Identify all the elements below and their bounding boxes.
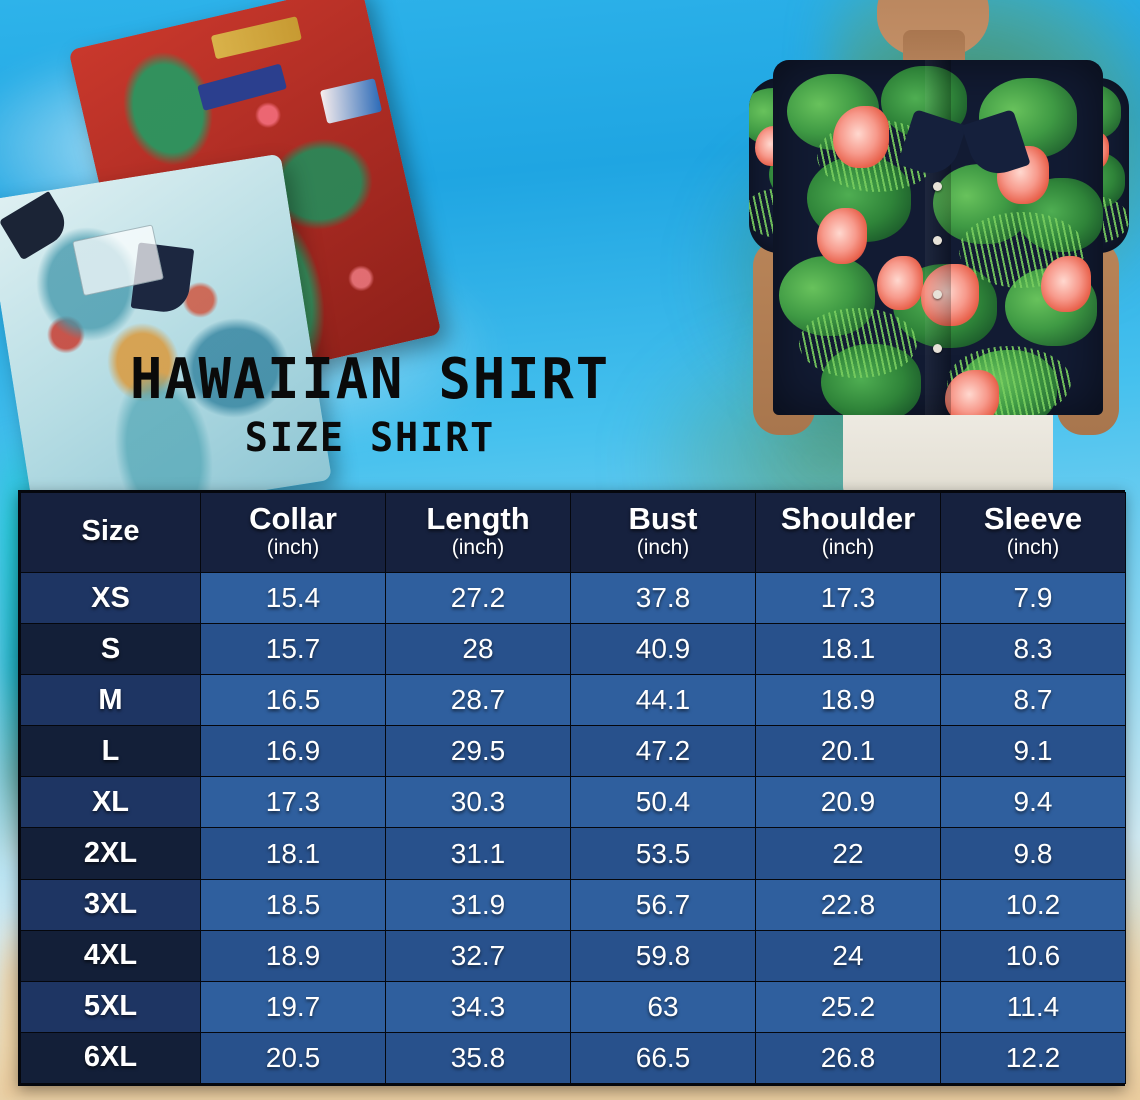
cell-shoulder: 22.8 (755, 878, 941, 931)
cell-bust: 53.5 (570, 827, 756, 880)
folded-blue-hawaiian-shirt (0, 153, 332, 527)
model-photo (735, 0, 1140, 492)
size-chart-table: Size Collar (inch) Length (inch) Bust (i… (18, 490, 1126, 1086)
cell-length: 35.8 (385, 1031, 571, 1085)
cell-size: XL (20, 776, 201, 829)
cell-size: 5XL (20, 980, 201, 1033)
cell-length: 29.5 (385, 725, 571, 778)
cell-sleeve: 10.6 (940, 929, 1126, 982)
column-header-shoulder: Shoulder (inch) (755, 492, 941, 573)
cell-size: 3XL (20, 878, 201, 931)
cell-bust: 56.7 (570, 878, 756, 931)
header-unit-sleeve: (inch) (1006, 536, 1060, 560)
table-row: 5XL 19.7 34.3 63 25.2 11.4 (20, 980, 1126, 1033)
cell-shoulder: 24 (755, 929, 941, 982)
cell-collar: 18.5 (200, 878, 386, 931)
cell-length: 31.1 (385, 827, 571, 880)
cell-length: 30.3 (385, 776, 571, 829)
header-label-collar: Collar (249, 500, 337, 536)
cell-collar: 15.7 (200, 623, 386, 676)
cell-collar: 17.3 (200, 776, 386, 829)
cell-bust: 37.8 (570, 571, 756, 625)
cell-sleeve: 8.3 (940, 623, 1126, 676)
cell-shoulder: 17.3 (755, 571, 941, 625)
header-label-length: Length (426, 500, 530, 536)
header-unit-bust: (inch) (636, 536, 690, 560)
header-unit-length: (inch) (451, 536, 505, 560)
table-row: 6XL 20.5 35.8 66.5 26.8 12.2 (20, 1031, 1126, 1085)
cell-size: L (20, 725, 201, 778)
table-row: S 15.7 28 40.9 18.1 8.3 (20, 623, 1126, 676)
table-row: L 16.9 29.5 47.2 20.1 9.1 (20, 725, 1126, 778)
header-label-size: Size (81, 515, 140, 548)
size-table: Size Collar (inch) Length (inch) Bust (i… (20, 492, 1126, 1085)
cell-length: 28 (385, 623, 571, 676)
header-label-shoulder: Shoulder (780, 500, 916, 536)
blue-shirt-collar (0, 191, 73, 261)
cell-collar: 20.5 (200, 1031, 386, 1085)
shirt-sleeve-logo (319, 78, 383, 124)
navy-flamingo-hawaiian-shirt (773, 60, 1103, 415)
table-row: M 16.5 28.7 44.1 18.9 8.7 (20, 674, 1126, 727)
header-unit-shoulder: (inch) (821, 536, 875, 560)
cell-length: 31.9 (385, 878, 571, 931)
cell-collar: 19.7 (200, 980, 386, 1033)
cell-bust: 47.2 (570, 725, 756, 778)
column-header-bust: Bust (inch) (570, 492, 756, 573)
cell-bust: 66.5 (570, 1031, 756, 1085)
header-label-sleeve: Sleeve (983, 500, 1083, 536)
table-row: 3XL 18.5 31.9 56.7 22.8 10.2 (20, 878, 1126, 931)
cell-bust: 63 (570, 980, 756, 1033)
cell-collar: 18.1 (200, 827, 386, 880)
cell-size: S (20, 623, 201, 676)
table-row: 4XL 18.9 32.7 59.8 24 10.6 (20, 929, 1126, 982)
cell-collar: 16.9 (200, 725, 386, 778)
shirt-brand-label (197, 63, 287, 111)
cell-shoulder: 20.1 (755, 725, 941, 778)
cell-sleeve: 12.2 (940, 1031, 1126, 1085)
cell-size: XS (20, 571, 201, 625)
cell-sleeve: 7.9 (940, 571, 1126, 625)
cell-shoulder: 25.2 (755, 980, 941, 1033)
cell-size: 4XL (20, 929, 201, 982)
cell-bust: 40.9 (570, 623, 756, 676)
cell-length: 28.7 (385, 674, 571, 727)
column-header-collar: Collar (inch) (200, 492, 386, 573)
cell-collar: 16.5 (200, 674, 386, 727)
cell-sleeve: 9.8 (940, 827, 1126, 880)
shirt-neck-tag (210, 16, 302, 60)
cell-collar: 15.4 (200, 571, 386, 625)
table-header: Size Collar (inch) Length (inch) Bust (i… (20, 492, 1126, 573)
cell-size: 6XL (20, 1031, 201, 1085)
cell-shoulder: 22 (755, 827, 941, 880)
cell-shoulder: 18.1 (755, 623, 941, 676)
cell-sleeve: 10.2 (940, 878, 1126, 931)
header-unit-collar: (inch) (266, 536, 320, 560)
cell-bust: 59.8 (570, 929, 756, 982)
cell-length: 34.3 (385, 980, 571, 1033)
cell-shoulder: 18.9 (755, 674, 941, 727)
cell-size: M (20, 674, 201, 727)
cell-sleeve: 11.4 (940, 980, 1126, 1033)
cell-collar: 18.9 (200, 929, 386, 982)
header-label-bust: Bust (628, 500, 698, 536)
table-row: XL 17.3 30.3 50.4 20.9 9.4 (20, 776, 1126, 829)
table-row: XS 15.4 27.2 37.8 17.3 7.9 (20, 571, 1126, 625)
header-row: Size Collar (inch) Length (inch) Bust (i… (20, 492, 1126, 573)
cell-sleeve: 8.7 (940, 674, 1126, 727)
table-body: XS 15.4 27.2 37.8 17.3 7.9 S 15.7 28 40.9 18.1 8.3 M… (20, 571, 1126, 1085)
column-header-size: Size (20, 492, 201, 573)
cell-bust: 50.4 (570, 776, 756, 829)
cell-size: 2XL (20, 827, 201, 880)
cell-length: 27.2 (385, 571, 571, 625)
cell-shoulder: 26.8 (755, 1031, 941, 1085)
column-header-length: Length (inch) (385, 492, 571, 573)
cell-bust: 44.1 (570, 674, 756, 727)
table-row: 2XL 18.1 31.1 53.5 22 9.8 (20, 827, 1126, 880)
cell-shoulder: 20.9 (755, 776, 941, 829)
column-header-sleeve: Sleeve (inch) (940, 492, 1126, 573)
cell-sleeve: 9.4 (940, 776, 1126, 829)
cell-sleeve: 9.1 (940, 725, 1126, 778)
cell-length: 32.7 (385, 929, 571, 982)
